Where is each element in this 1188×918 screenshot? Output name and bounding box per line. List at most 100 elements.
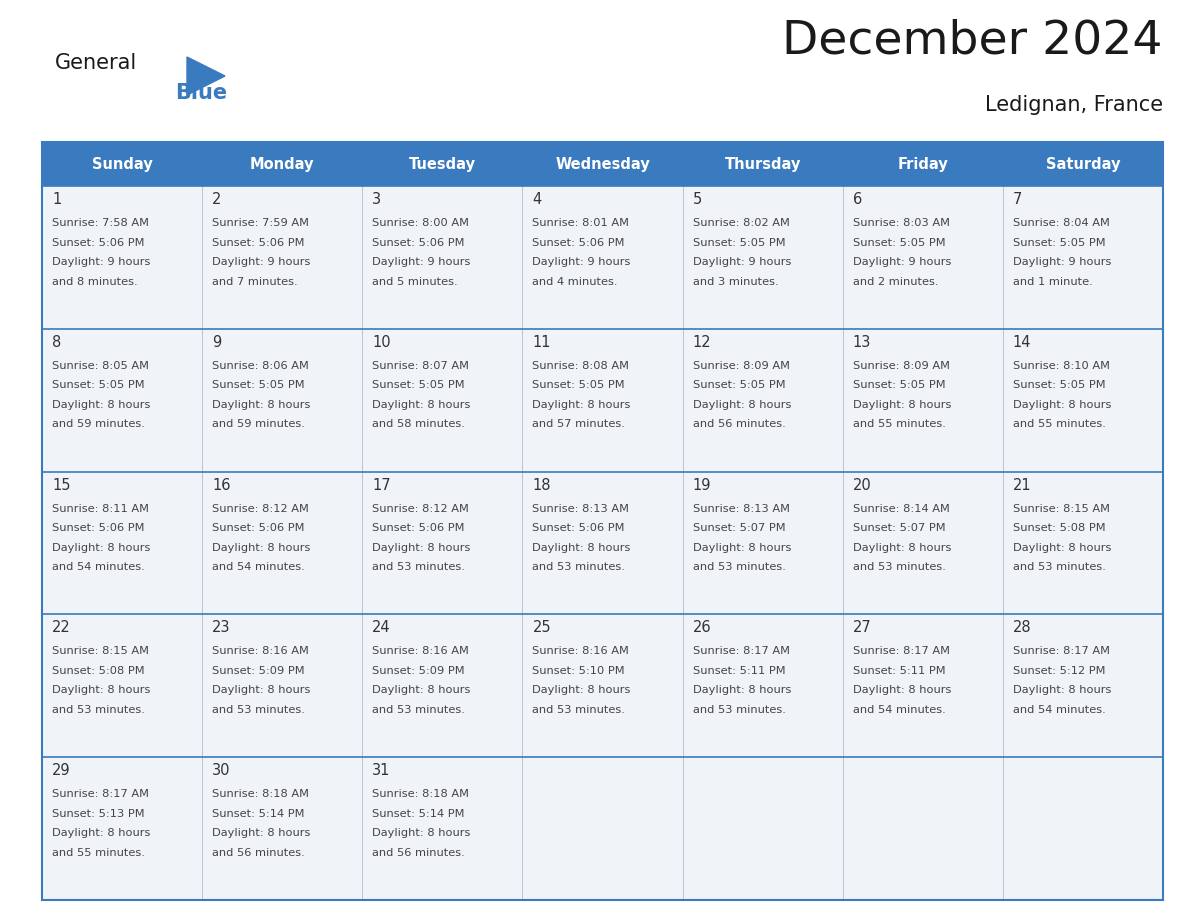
Text: and 56 minutes.: and 56 minutes. <box>372 847 465 857</box>
Bar <box>683 472 842 614</box>
Text: 6: 6 <box>853 192 862 207</box>
Bar <box>683 329 842 472</box>
Bar <box>842 186 1003 329</box>
Text: Daylight: 8 hours: Daylight: 8 hours <box>52 828 151 838</box>
Text: Sunrise: 8:06 AM: Sunrise: 8:06 AM <box>213 361 309 371</box>
Bar <box>523 757 683 900</box>
Text: Saturday: Saturday <box>1045 156 1120 172</box>
Text: Sunrise: 8:03 AM: Sunrise: 8:03 AM <box>853 218 949 228</box>
Bar <box>1003 186 1163 329</box>
Text: Sunset: 5:05 PM: Sunset: 5:05 PM <box>372 380 465 390</box>
Text: and 56 minutes.: and 56 minutes. <box>693 420 785 430</box>
Text: and 54 minutes.: and 54 minutes. <box>52 562 145 572</box>
Text: December 2024: December 2024 <box>783 18 1163 63</box>
Text: Daylight: 9 hours: Daylight: 9 hours <box>213 257 310 267</box>
Text: Daylight: 8 hours: Daylight: 8 hours <box>372 686 470 696</box>
Text: Daylight: 8 hours: Daylight: 8 hours <box>1013 686 1111 696</box>
Bar <box>523 614 683 757</box>
Bar <box>1003 614 1163 757</box>
Bar <box>202 186 362 329</box>
Text: Daylight: 8 hours: Daylight: 8 hours <box>1013 543 1111 553</box>
Text: 7: 7 <box>1013 192 1022 207</box>
Text: 16: 16 <box>213 477 230 493</box>
Text: 24: 24 <box>372 621 391 635</box>
Text: Sunrise: 8:17 AM: Sunrise: 8:17 AM <box>853 646 949 656</box>
Text: and 58 minutes.: and 58 minutes. <box>372 420 466 430</box>
Text: 3: 3 <box>372 192 381 207</box>
Text: Sunrise: 8:09 AM: Sunrise: 8:09 AM <box>853 361 949 371</box>
Text: 11: 11 <box>532 335 551 350</box>
Text: Sunrise: 8:13 AM: Sunrise: 8:13 AM <box>693 504 790 513</box>
Text: Daylight: 9 hours: Daylight: 9 hours <box>693 257 791 267</box>
Text: Sunset: 5:06 PM: Sunset: 5:06 PM <box>213 238 304 248</box>
Text: Sunrise: 8:18 AM: Sunrise: 8:18 AM <box>213 789 309 800</box>
Text: 20: 20 <box>853 477 872 493</box>
Text: Sunset: 5:07 PM: Sunset: 5:07 PM <box>853 523 946 533</box>
Text: Sunrise: 8:08 AM: Sunrise: 8:08 AM <box>532 361 630 371</box>
Text: Sunset: 5:05 PM: Sunset: 5:05 PM <box>693 380 785 390</box>
Bar <box>42 472 202 614</box>
Text: and 57 minutes.: and 57 minutes. <box>532 420 625 430</box>
Text: Sunset: 5:06 PM: Sunset: 5:06 PM <box>532 523 625 533</box>
Text: and 5 minutes.: and 5 minutes. <box>372 276 457 286</box>
Text: 26: 26 <box>693 621 712 635</box>
Text: Daylight: 8 hours: Daylight: 8 hours <box>372 400 470 409</box>
Bar <box>42 186 202 329</box>
Text: Sunrise: 8:10 AM: Sunrise: 8:10 AM <box>1013 361 1110 371</box>
Text: Daylight: 8 hours: Daylight: 8 hours <box>532 543 631 553</box>
Bar <box>842 329 1003 472</box>
Text: Daylight: 8 hours: Daylight: 8 hours <box>532 686 631 696</box>
Text: 4: 4 <box>532 192 542 207</box>
Text: Daylight: 8 hours: Daylight: 8 hours <box>372 828 470 838</box>
Text: Daylight: 8 hours: Daylight: 8 hours <box>532 400 631 409</box>
Text: Daylight: 9 hours: Daylight: 9 hours <box>372 257 470 267</box>
Text: Sunset: 5:08 PM: Sunset: 5:08 PM <box>1013 523 1106 533</box>
Text: Sunset: 5:11 PM: Sunset: 5:11 PM <box>853 666 946 676</box>
Text: Daylight: 8 hours: Daylight: 8 hours <box>853 400 952 409</box>
Text: Friday: Friday <box>897 156 948 172</box>
Text: Ledignan, France: Ledignan, France <box>985 95 1163 115</box>
Text: Sunrise: 7:58 AM: Sunrise: 7:58 AM <box>52 218 148 228</box>
Text: Sunset: 5:11 PM: Sunset: 5:11 PM <box>693 666 785 676</box>
Bar <box>42 757 202 900</box>
Text: 17: 17 <box>372 477 391 493</box>
Text: Sunrise: 8:14 AM: Sunrise: 8:14 AM <box>853 504 949 513</box>
Text: 31: 31 <box>372 763 391 778</box>
Text: Daylight: 8 hours: Daylight: 8 hours <box>213 828 310 838</box>
Text: Daylight: 9 hours: Daylight: 9 hours <box>532 257 631 267</box>
Bar <box>362 614 523 757</box>
Bar <box>202 472 362 614</box>
Text: Sunrise: 8:16 AM: Sunrise: 8:16 AM <box>213 646 309 656</box>
Text: 28: 28 <box>1013 621 1031 635</box>
Text: Sunset: 5:13 PM: Sunset: 5:13 PM <box>52 809 145 819</box>
Text: Sunrise: 8:18 AM: Sunrise: 8:18 AM <box>372 789 469 800</box>
Bar <box>523 186 683 329</box>
Text: and 53 minutes.: and 53 minutes. <box>372 562 466 572</box>
Text: Daylight: 8 hours: Daylight: 8 hours <box>52 686 151 696</box>
Text: Sunset: 5:10 PM: Sunset: 5:10 PM <box>532 666 625 676</box>
Bar <box>683 757 842 900</box>
Text: Sunrise: 8:02 AM: Sunrise: 8:02 AM <box>693 218 790 228</box>
Text: Sunrise: 8:16 AM: Sunrise: 8:16 AM <box>372 646 469 656</box>
Text: and 55 minutes.: and 55 minutes. <box>853 420 946 430</box>
Text: Sunrise: 8:12 AM: Sunrise: 8:12 AM <box>213 504 309 513</box>
Text: Sunset: 5:05 PM: Sunset: 5:05 PM <box>853 238 946 248</box>
Text: Sunrise: 8:17 AM: Sunrise: 8:17 AM <box>1013 646 1110 656</box>
Text: 19: 19 <box>693 477 712 493</box>
Text: and 53 minutes.: and 53 minutes. <box>532 705 625 715</box>
Text: Sunset: 5:05 PM: Sunset: 5:05 PM <box>532 380 625 390</box>
Text: Daylight: 8 hours: Daylight: 8 hours <box>372 543 470 553</box>
Text: Sunrise: 8:09 AM: Sunrise: 8:09 AM <box>693 361 790 371</box>
Text: Sunset: 5:12 PM: Sunset: 5:12 PM <box>1013 666 1105 676</box>
Text: Sunset: 5:14 PM: Sunset: 5:14 PM <box>213 809 304 819</box>
Text: Sunrise: 8:05 AM: Sunrise: 8:05 AM <box>52 361 148 371</box>
Text: Sunset: 5:06 PM: Sunset: 5:06 PM <box>213 523 304 533</box>
Text: Sunrise: 8:01 AM: Sunrise: 8:01 AM <box>532 218 630 228</box>
Text: and 54 minutes.: and 54 minutes. <box>1013 705 1106 715</box>
Text: Thursday: Thursday <box>725 156 801 172</box>
Text: Sunrise: 8:17 AM: Sunrise: 8:17 AM <box>693 646 790 656</box>
Text: Sunset: 5:09 PM: Sunset: 5:09 PM <box>372 666 465 676</box>
Text: Sunrise: 8:07 AM: Sunrise: 8:07 AM <box>372 361 469 371</box>
Text: 5: 5 <box>693 192 702 207</box>
Text: and 2 minutes.: and 2 minutes. <box>853 276 939 286</box>
